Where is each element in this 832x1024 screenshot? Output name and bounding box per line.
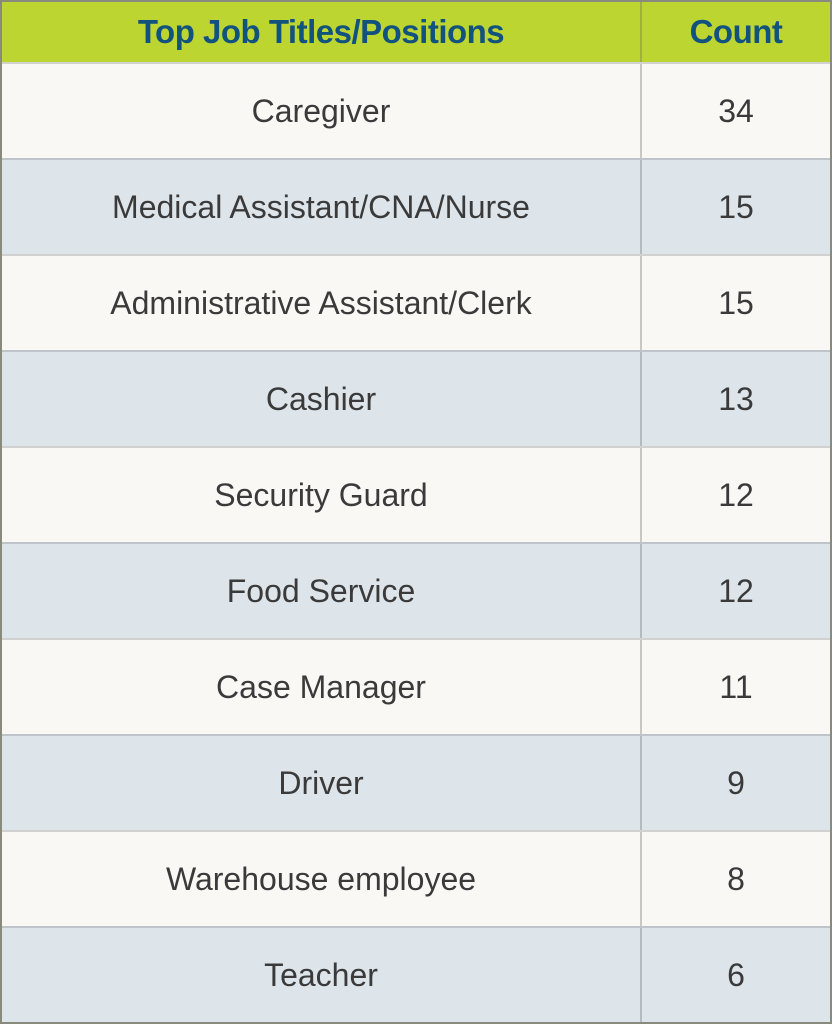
count-cell: 6 bbox=[640, 928, 830, 1022]
count-cell: 12 bbox=[640, 544, 830, 638]
table-row: Medical Assistant/CNA/Nurse 15 bbox=[2, 158, 830, 254]
count-cell: 15 bbox=[640, 256, 830, 350]
table-row: Driver 9 bbox=[2, 734, 830, 830]
job-title-cell: Food Service bbox=[226, 572, 416, 609]
job-title-cell: Cashier bbox=[265, 380, 377, 417]
header-job-titles: Top Job Titles/Positions bbox=[137, 13, 505, 50]
job-title-cell: Warehouse employee bbox=[165, 860, 477, 897]
table-header-row: Top Job Titles/Positions Count bbox=[2, 2, 830, 62]
table-row: Security Guard 12 bbox=[2, 446, 830, 542]
header-count: Count bbox=[640, 2, 830, 62]
count-cell: 8 bbox=[640, 832, 830, 926]
job-title-cell: Teacher bbox=[264, 956, 378, 993]
job-title-cell: Caregiver bbox=[251, 92, 391, 129]
count-cell: 9 bbox=[640, 736, 830, 830]
count-cell: 15 bbox=[640, 160, 830, 254]
table-row: Caregiver 34 bbox=[2, 62, 830, 158]
job-title-cell: Administrative Assistant/Clerk bbox=[110, 284, 532, 321]
job-title-cell: Security Guard bbox=[214, 476, 428, 513]
count-cell: 12 bbox=[640, 448, 830, 542]
count-cell: 11 bbox=[640, 640, 830, 734]
count-cell: 34 bbox=[640, 64, 830, 158]
table-row: Cashier 13 bbox=[2, 350, 830, 446]
table-row: Teacher 6 bbox=[2, 926, 830, 1022]
count-cell: 13 bbox=[640, 352, 830, 446]
table-row: Food Service 12 bbox=[2, 542, 830, 638]
job-title-cell: Medical Assistant/CNA/Nurse bbox=[112, 188, 530, 225]
job-title-cell: Case Manager bbox=[216, 668, 426, 705]
table-row: Case Manager 11 bbox=[2, 638, 830, 734]
job-title-cell: Driver bbox=[278, 764, 364, 801]
table-row: Warehouse employee 8 bbox=[2, 830, 830, 926]
table-row: Administrative Assistant/Clerk 15 bbox=[2, 254, 830, 350]
